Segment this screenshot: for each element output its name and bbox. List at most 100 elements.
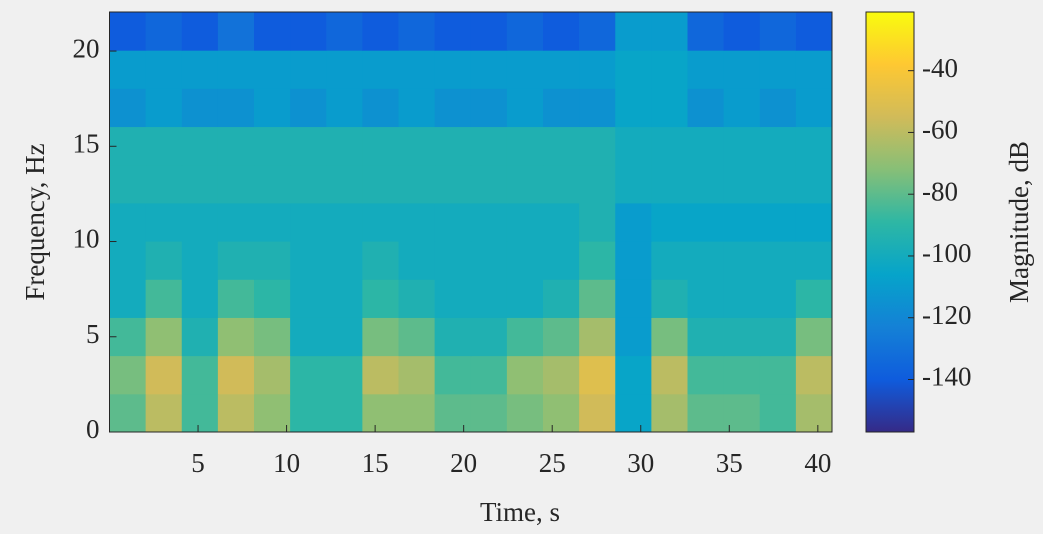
heatmap-cell <box>543 355 580 395</box>
heatmap-cell <box>109 355 147 395</box>
heatmap-cell <box>651 317 688 357</box>
heatmap-cell <box>109 202 147 242</box>
x-tick-label: 25 <box>539 448 566 478</box>
heatmap-cell <box>506 164 544 204</box>
heatmap-cell <box>651 241 688 280</box>
heatmap-cell <box>181 50 219 89</box>
heatmap-cell <box>109 393 147 433</box>
y-tick-label: 0 <box>86 414 100 444</box>
heatmap-cell <box>615 355 652 395</box>
heatmap-cell <box>795 88 833 128</box>
heatmap-cell <box>651 126 688 166</box>
heatmap-cell <box>217 393 255 433</box>
heatmap-cell <box>145 88 183 128</box>
heatmap-cell <box>543 279 580 318</box>
heatmap-cell <box>290 202 327 242</box>
heatmap-cell <box>254 241 291 280</box>
heatmap-cell <box>615 164 652 204</box>
heatmap-cell <box>326 317 363 357</box>
heatmap-cell <box>759 164 797 204</box>
heatmap-cell <box>579 279 616 318</box>
heatmap-cell <box>687 126 725 166</box>
heatmap-cell <box>795 279 833 318</box>
heatmap-cell <box>254 279 291 318</box>
heatmap-cell <box>506 88 544 128</box>
heatmap-cell <box>398 393 436 433</box>
heatmap-cell <box>506 50 544 89</box>
heatmap-cell <box>326 241 363 280</box>
heatmap-cell <box>362 50 399 89</box>
heatmap-cell <box>290 50 327 89</box>
colorbar-tick-label: -60 <box>922 115 958 145</box>
heatmap-cell <box>145 50 183 89</box>
heatmap-cell <box>579 241 616 280</box>
heatmap-cell <box>723 241 761 280</box>
heatmap-cell <box>615 279 652 318</box>
heatmap-cell <box>687 50 725 89</box>
heatmap-cell <box>217 12 255 51</box>
heatmap-cell <box>326 126 363 166</box>
heatmap-cell <box>615 393 652 433</box>
heatmap-cell <box>543 12 580 51</box>
heatmap-cell <box>290 126 327 166</box>
heatmap-cell <box>759 279 797 318</box>
heatmap-cell <box>687 355 725 395</box>
heatmap-cell <box>290 355 327 395</box>
heatmap-cell <box>615 88 652 128</box>
heatmap-cell <box>470 355 508 395</box>
heatmap-cell <box>217 88 255 128</box>
heatmap-cell <box>723 50 761 89</box>
heatmap-cell <box>470 88 508 128</box>
heatmap-cell <box>109 279 147 318</box>
heatmap-cell <box>145 126 183 166</box>
heatmap-cell <box>254 126 291 166</box>
heatmap-cell <box>543 88 580 128</box>
y-tick-label: 10 <box>73 224 100 254</box>
heatmap-cell <box>506 202 544 242</box>
heatmap-cell <box>362 126 399 166</box>
heatmap-cell <box>326 50 363 89</box>
heatmap-cell <box>470 279 508 318</box>
heatmap-cell <box>362 355 399 395</box>
y-tick-label: 5 <box>86 319 100 349</box>
heatmap-cell <box>795 50 833 89</box>
heatmap-cell <box>326 279 363 318</box>
heatmap-cell <box>687 164 725 204</box>
heatmap-cell <box>759 393 797 433</box>
heatmap-cell <box>579 126 616 166</box>
heatmap-cell <box>326 12 363 51</box>
heatmap-cell <box>362 88 399 128</box>
heatmap-cell <box>254 202 291 242</box>
heatmap-cell <box>651 202 688 242</box>
heatmap-cell <box>506 393 544 433</box>
colorbar <box>865 11 915 433</box>
heatmap-cell <box>506 355 544 395</box>
heatmap-cell <box>759 12 797 51</box>
heatmap-cell <box>254 317 291 357</box>
heatmap-cell <box>723 12 761 51</box>
colorbar-tick-label: -80 <box>922 176 958 206</box>
heatmap-cell <box>362 241 399 280</box>
heatmap-cell <box>326 202 363 242</box>
colorbar-tick-label: -100 <box>922 238 972 268</box>
heatmap-cell <box>687 241 725 280</box>
colorbar-label: Magnitude, dB <box>1004 141 1034 303</box>
heatmap-cell <box>543 241 580 280</box>
heatmap-cell <box>254 393 291 433</box>
heatmap-cell <box>217 126 255 166</box>
heatmap-cell <box>795 355 833 395</box>
heatmap-cell <box>181 12 219 51</box>
heatmap-cell <box>434 202 472 242</box>
heatmap-cell <box>254 50 291 89</box>
heatmap-cell <box>109 88 147 128</box>
heatmap-cell <box>290 317 327 357</box>
heatmap-cell <box>181 126 219 166</box>
heatmap-cell <box>543 393 580 433</box>
x-tick-label: 40 <box>804 448 831 478</box>
heatmap-cell <box>615 202 652 242</box>
heatmap-cell <box>470 12 508 51</box>
heatmap-cell <box>795 241 833 280</box>
heatmap-cell <box>362 279 399 318</box>
heatmap-cell <box>217 164 255 204</box>
heatmap-cell <box>543 164 580 204</box>
